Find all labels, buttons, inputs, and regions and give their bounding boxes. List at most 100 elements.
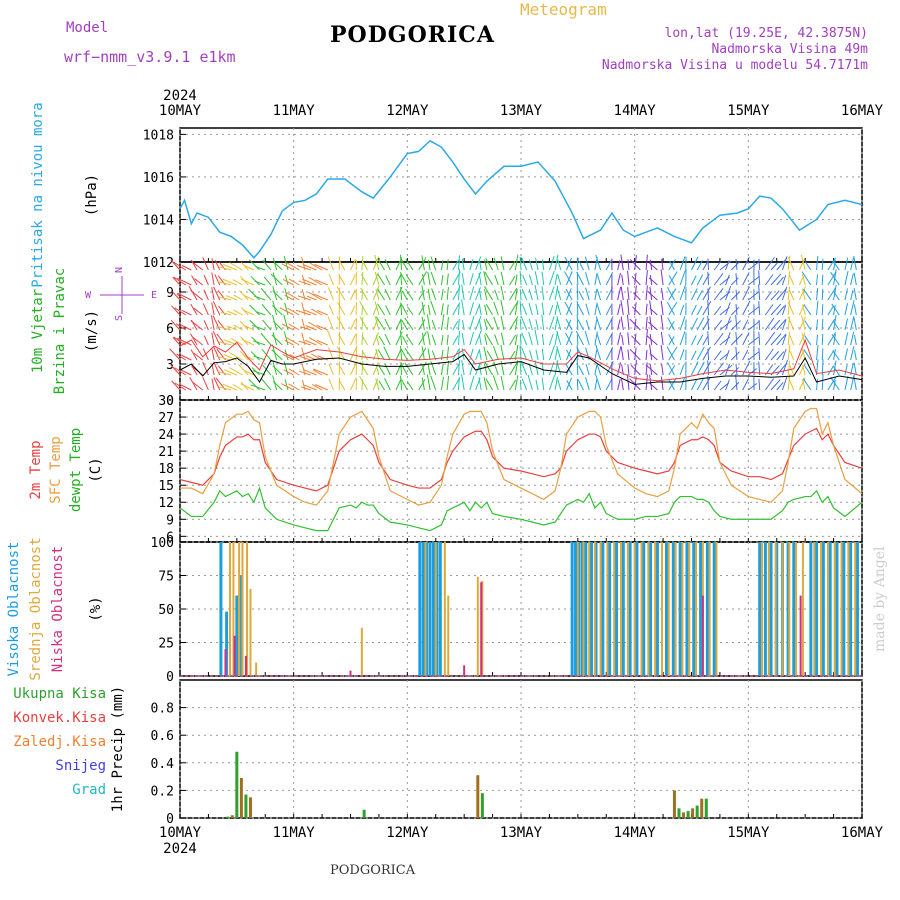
wind-gust-line [179, 338, 863, 382]
wind-arrow [395, 349, 402, 361]
wind-arrow [660, 376, 664, 391]
wind-arrow [801, 288, 806, 301]
wind-arrow [556, 330, 562, 346]
wind-arrow [377, 349, 386, 361]
cloud-ytick-label: 75 [158, 570, 174, 585]
precip-ytick-label: 0.4 [151, 757, 175, 772]
top-year-label: 2024 [163, 88, 197, 104]
wind-arrow [469, 259, 474, 271]
wind-arrow [758, 319, 761, 331]
wind-arrow [730, 306, 740, 316]
cloud-mid-bar [238, 542, 241, 676]
wind-arrow [211, 258, 215, 271]
cloud-mid-bar [681, 542, 684, 676]
wind-arrow [770, 351, 780, 361]
wind-arrow [262, 319, 272, 331]
wind-arrow [483, 377, 488, 391]
wind-arrow [313, 368, 328, 376]
wind-arrow [279, 307, 294, 316]
temp-dewpt-axis-title: dewpt Temp [68, 428, 84, 512]
precip-legend-item: Snijeg [55, 758, 106, 774]
wind-arrow [361, 335, 368, 346]
wind-arrow [595, 316, 602, 331]
wind-arrow [821, 258, 824, 271]
temp-t2m-line [179, 427, 863, 492]
wind-arrow [227, 310, 238, 316]
wind-arrow [833, 379, 836, 391]
wind-arrow [174, 382, 186, 391]
wind-arrow [617, 260, 621, 271]
wind-arrow [799, 258, 806, 271]
wind-arrow [337, 302, 346, 316]
wind-arrow [469, 315, 475, 331]
wind-arrow [405, 258, 414, 271]
wind-arrow [181, 265, 192, 271]
wind-arrow [350, 305, 356, 316]
wind-arrow [338, 260, 346, 271]
cloud-high-bar [855, 542, 859, 676]
cloud-high-bar [238, 575, 242, 676]
wind-arrow [776, 319, 787, 331]
wind-arrow [781, 319, 787, 331]
temperature-ytick-label: 6 [166, 530, 174, 545]
wind-arrow [402, 336, 408, 346]
wind-arrow [577, 379, 584, 391]
wind-arrow [770, 303, 782, 316]
wind-arrow [735, 303, 738, 316]
cloud-mid-bar [443, 542, 446, 676]
wind-arrow [427, 259, 431, 271]
cloud-high-bar [235, 595, 239, 676]
wind-arrow [308, 291, 323, 301]
wind-arrow [284, 302, 289, 316]
cloud-mid-axis-title: Srednja Oblacnost [28, 537, 44, 680]
wind-arrow [696, 289, 704, 301]
cloud-mid-bar [640, 542, 643, 676]
wind-arrow [244, 295, 255, 301]
wind-arrow [271, 334, 283, 346]
wind-arrow [844, 257, 849, 271]
cloud-high-bar [594, 542, 598, 676]
wind-arrow [405, 334, 414, 346]
wind-arrow [776, 363, 787, 376]
wind-arrow [475, 349, 480, 361]
wind-arrow [478, 319, 482, 331]
cloud-ytick-label: 100 [151, 536, 174, 551]
wind-arrow [452, 377, 461, 391]
wind-arrow [788, 348, 795, 361]
wind-arrow [418, 331, 427, 346]
wind-arrow [853, 255, 857, 271]
wind-arrow [565, 288, 573, 301]
wind-arrow [361, 259, 368, 271]
wind-arrow [528, 289, 533, 301]
wind-arrow [649, 307, 658, 316]
wind-arrow [735, 273, 738, 286]
wind-arrow [648, 321, 658, 331]
cloud-high-bar [786, 542, 790, 676]
wind-arrow [440, 303, 444, 316]
wind-arrow [244, 325, 255, 331]
wind-arrow [404, 317, 414, 331]
wind-arrow [541, 259, 545, 271]
wind-arrow [764, 304, 774, 316]
wind-arrow [172, 276, 181, 286]
wind-arrow [189, 333, 198, 346]
wind-arrow [735, 289, 738, 301]
wind-arrow [286, 337, 300, 346]
wind-arrow [361, 332, 364, 346]
wind-arrow [302, 369, 317, 376]
wind-arrow [457, 284, 461, 301]
wind-arrow [661, 363, 664, 376]
wind-arrow [679, 284, 686, 301]
wind-arrow [214, 274, 221, 286]
wind-arrow [565, 332, 573, 346]
wind-arrow [566, 330, 573, 346]
wind-arrow [288, 368, 300, 376]
wind-arrow [748, 383, 758, 391]
wind-arrow [485, 332, 494, 346]
bottom-x-tick-label: 16MAY [841, 825, 884, 841]
wind-arrow [764, 291, 772, 301]
wind-arrow [853, 304, 857, 316]
temperature-ytick-label: 24 [158, 428, 174, 443]
wind-arrow [478, 272, 482, 286]
wind-arrow [478, 288, 482, 301]
